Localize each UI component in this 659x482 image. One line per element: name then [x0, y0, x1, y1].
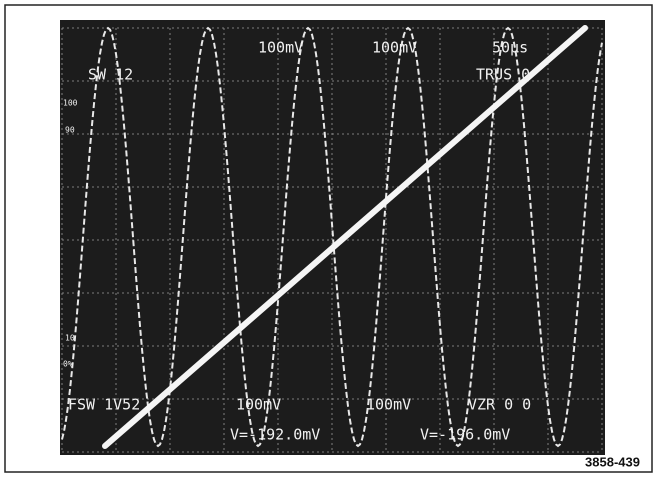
- readout: 100mV: [236, 396, 281, 414]
- readout: 50μs: [492, 39, 528, 57]
- readout: 100mV: [372, 39, 417, 57]
- readout: SW 12: [88, 66, 133, 84]
- readout: V=-196.0mV: [420, 426, 510, 444]
- scale-label: 90: [65, 126, 75, 135]
- readout: 100mV: [258, 39, 303, 57]
- ramp-trace: [102, 25, 588, 449]
- scale-label: 0%: [63, 360, 73, 369]
- readout: FSW 1V52: [68, 396, 140, 414]
- scale-label: 10: [65, 334, 75, 343]
- readout: V=-192.0mV: [230, 426, 320, 444]
- scale-label: 100: [63, 99, 78, 108]
- readout: TRUS 0: [476, 66, 530, 84]
- readout: 100mV: [366, 396, 411, 414]
- figure-caption: 3858-439: [585, 454, 640, 469]
- sine-trace: [61, 26, 603, 448]
- readout: VZR 0 0: [468, 396, 531, 414]
